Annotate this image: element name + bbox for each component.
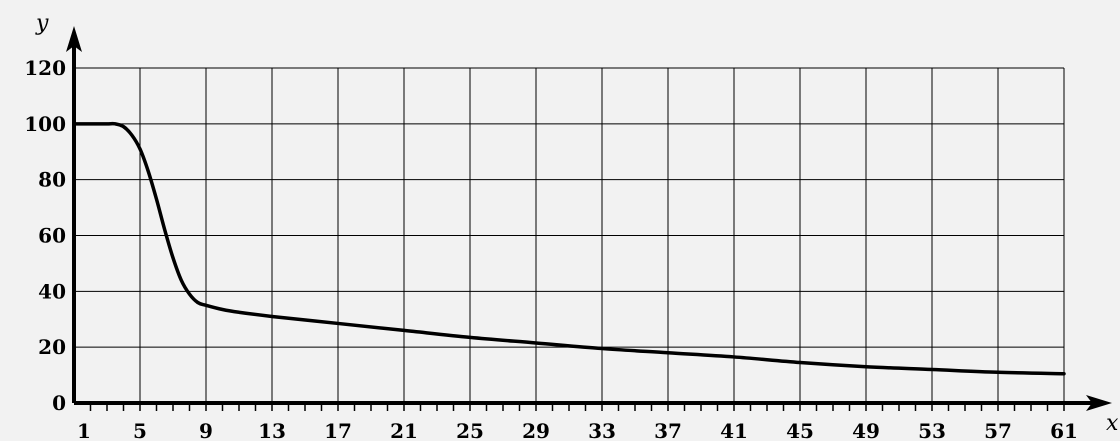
y-tick-label: 40: [38, 279, 66, 303]
x-tick-label: 29: [522, 419, 550, 441]
y-tick-label: 20: [38, 335, 66, 359]
y-tick-label: 60: [38, 224, 66, 248]
x-tick-label: 5: [133, 419, 147, 441]
x-tick-label: 1: [77, 419, 91, 441]
x-tick-labels: 1 5 9 13 17 21 25 29 33 37 41 45 49 53 57 61: [77, 419, 1078, 441]
x-tick-label: 53: [918, 419, 946, 441]
x-tick-label: 45: [786, 419, 814, 441]
x-tick-label: 41: [720, 419, 748, 441]
series-line: [72, 121, 1066, 376]
x-axis-label: x: [1106, 411, 1119, 436]
x-tick-label: 37: [654, 419, 682, 441]
y-axis-arrow-icon: [66, 26, 82, 52]
x-tick-label: 17: [324, 419, 352, 441]
x-tick-label: 57: [984, 419, 1012, 441]
x-axis-arrow-icon: [1086, 395, 1112, 411]
x-tick-label: 61: [1050, 419, 1078, 441]
y-tick-label: 120: [24, 56, 66, 80]
x-tick-label: 25: [456, 419, 484, 441]
x-tick-label: 21: [390, 419, 418, 441]
x-tick-label: 9: [199, 419, 213, 441]
y-tick-label: 0: [52, 391, 66, 415]
x-tick-label: 13: [258, 419, 286, 441]
y-tick-labels: 0 20 40 60 80 100 120: [24, 56, 66, 415]
x-tick-label: 33: [588, 419, 616, 441]
y-tick-label: 100: [24, 112, 66, 136]
x-tick-label: 49: [852, 419, 880, 441]
horizontal-gridlines: [74, 67, 1064, 348]
y-axis-label: y: [35, 11, 49, 36]
y-tick-label: 80: [38, 168, 66, 192]
